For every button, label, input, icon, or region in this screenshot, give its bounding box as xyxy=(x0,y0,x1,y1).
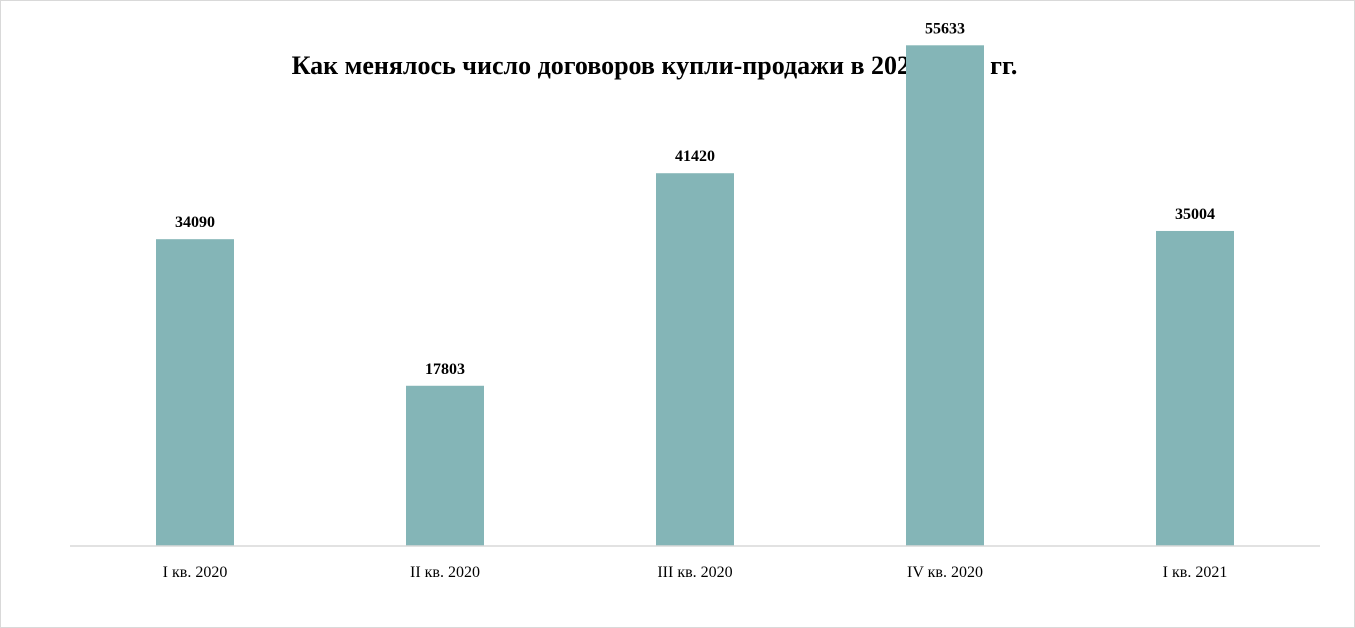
category-label-1: I кв. 2020 xyxy=(163,564,228,581)
bar-value-label-2: 17803 xyxy=(425,361,465,378)
bar-4 xyxy=(906,45,984,546)
chart-title: Как менялось число договоров купли-прода… xyxy=(291,51,1018,80)
bars-group xyxy=(156,45,1234,547)
category-label-4: IV кв. 2020 xyxy=(907,564,983,581)
bar-value-label-3: 41420 xyxy=(675,148,715,165)
bar-value-label-5: 35004 xyxy=(1175,206,1215,223)
bar-1 xyxy=(156,239,234,546)
category-label-3: III кв. 2020 xyxy=(657,564,732,581)
value-labels-group: 34090 17803 41420 55633 35004 xyxy=(175,20,1215,377)
bar-3 xyxy=(656,173,734,546)
bar-5 xyxy=(1156,230,1234,547)
bar-value-label-4: 55633 xyxy=(925,20,965,37)
category-label-5: I кв. 2021 xyxy=(1163,564,1228,581)
bar-value-label-1: 34090 xyxy=(175,214,215,231)
category-label-2: II кв. 2020 xyxy=(410,564,480,581)
category-labels-group: I кв. 2020 II кв. 2020 III кв. 2020 IV кв. … xyxy=(163,564,1228,581)
bar-2 xyxy=(406,385,484,546)
